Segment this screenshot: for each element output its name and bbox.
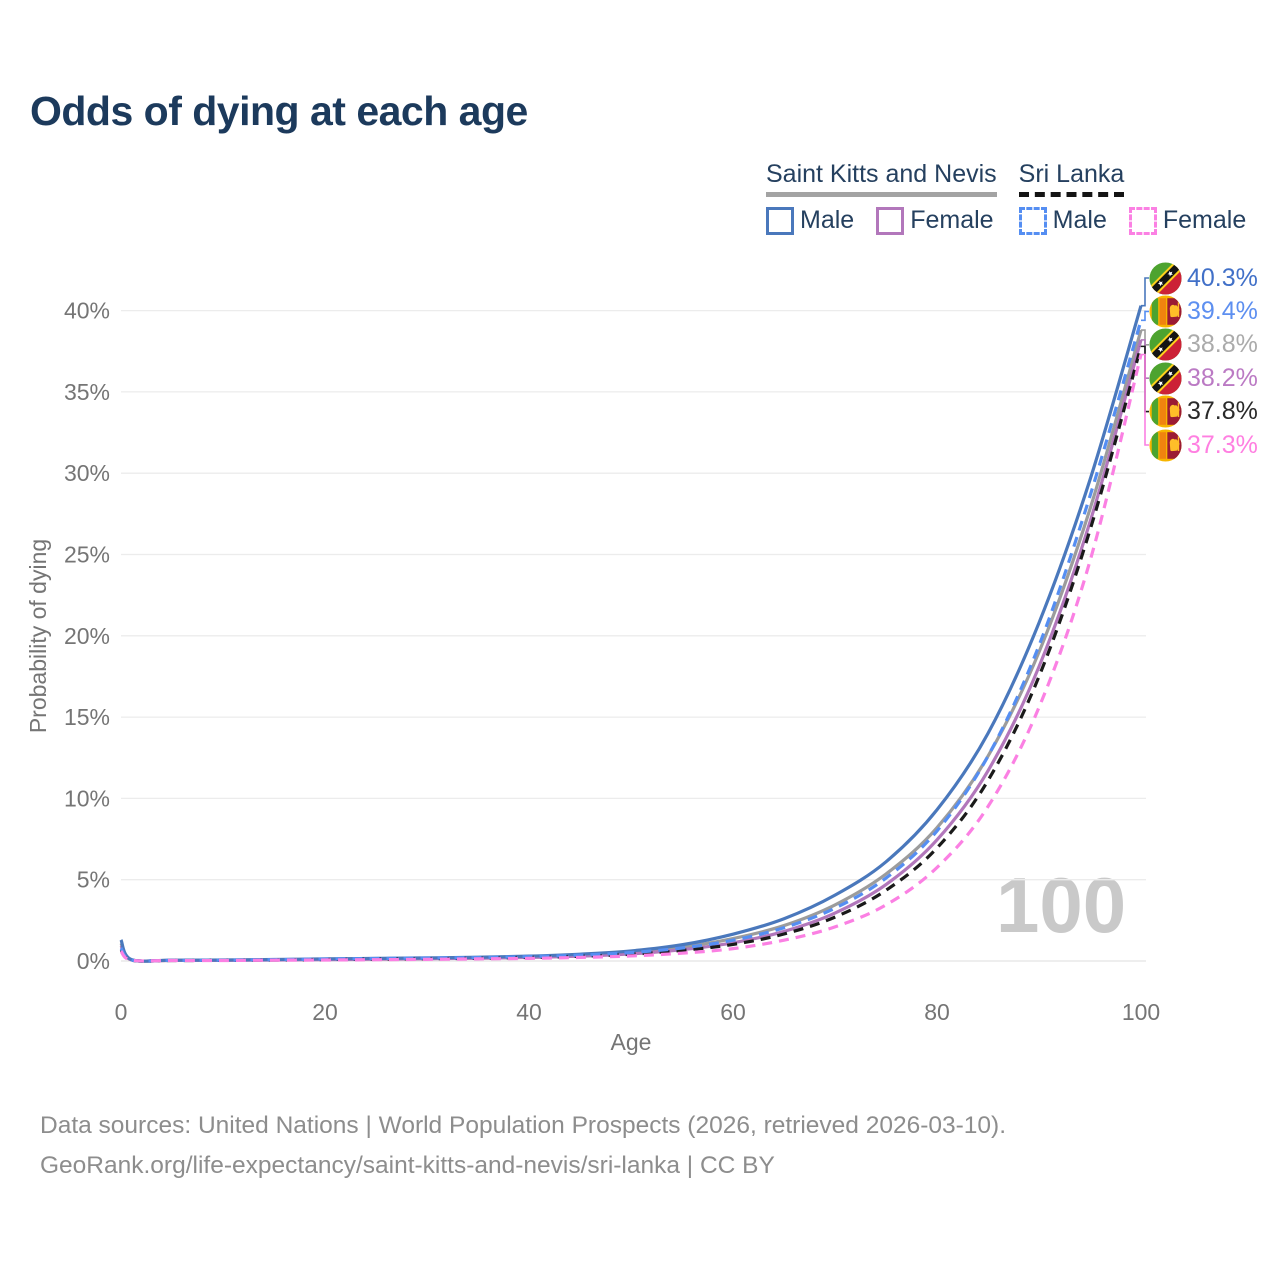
end-value-label: 38.2% (1187, 363, 1258, 392)
y-axis-title: Probability of dying (25, 539, 51, 733)
y-tick-label: 25% (64, 542, 110, 568)
footer-attribution: GeoRank.org/life-expectancy/saint-kitts-… (40, 1152, 775, 1180)
end-label-row: 38.2% (1149, 361, 1258, 395)
end-label-row: 37.8% (1149, 395, 1258, 429)
legend-item-sri-lanka-female[interactable]: Female (1128, 206, 1247, 235)
end-label-row: 39.4% (1149, 294, 1258, 328)
legend-item-label: Male (800, 206, 855, 234)
legend-item-saint-kitts-and-nevis-female[interactable]: Female (876, 206, 994, 235)
end-value-label: 37.8% (1187, 397, 1258, 426)
flag-sri-lanka-icon (1149, 295, 1182, 328)
legend-swatch-icon (1018, 206, 1047, 235)
legend-item-saint-kitts-and-nevis-male[interactable]: Male (766, 206, 854, 235)
flag-sri-lanka-icon (1149, 395, 1182, 428)
x-tick-label: 60 (720, 999, 746, 1025)
series-line-lk-female[interactable] (119, 354, 1143, 963)
series-line-kn-female[interactable] (119, 339, 1143, 963)
end-value-label: 37.3% (1187, 430, 1258, 459)
legend-group-saint-kitts-and-nevis: Saint Kitts and Nevis Male Female (766, 160, 997, 235)
age-watermark: 100 (996, 861, 1127, 949)
legend: Saint Kitts and Nevis Male Female Sri Lanka… (766, 160, 1246, 235)
y-tick-label: 35% (64, 379, 110, 405)
series-line-lk-both-sexes[interactable] (119, 345, 1143, 963)
end-label-row: 40.3% (1149, 261, 1258, 295)
end-value-label: 40.3% (1187, 263, 1258, 292)
legend-swatch-icon (766, 206, 794, 235)
legend-country-label[interactable]: Sri Lanka (1018, 160, 1125, 197)
y-tick-label: 10% (64, 785, 110, 811)
end-label-connector (1141, 277, 1149, 307)
series-line-kn-both-sexes[interactable] (119, 329, 1143, 963)
legend-item-label: Male (1052, 206, 1107, 234)
y-tick-label: 30% (64, 460, 110, 486)
x-tick-label: 40 (516, 999, 542, 1025)
chart-title: Odds of dying at each age (30, 88, 528, 134)
end-label-row: 37.3% (1149, 428, 1258, 462)
end-label-connector (1141, 310, 1149, 322)
legend-item-label: Female (910, 206, 994, 234)
y-tick-label: 20% (64, 623, 110, 649)
x-tick-label: 80 (924, 999, 950, 1025)
flag-saint-kitts-and-nevis-icon (1149, 362, 1182, 395)
legend-group-sri-lanka: Sri Lanka Male Female (1018, 160, 1247, 235)
legend-swatch-icon (876, 206, 905, 235)
y-tick-label: 5% (77, 867, 110, 893)
flag-saint-kitts-and-nevis-icon (1149, 261, 1182, 295)
flag-sri-lanka-icon (1149, 428, 1182, 462)
legend-item-label: Female (1162, 206, 1247, 234)
legend-swatch-icon (1128, 206, 1157, 235)
flag-saint-kitts-and-nevis-icon (1149, 328, 1182, 361)
series-line-kn-male[interactable] (119, 305, 1143, 963)
end-value-label: 38.8% (1187, 330, 1258, 359)
end-label-row: 38.8% (1149, 328, 1258, 362)
legend-country-label[interactable]: Saint Kitts and Nevis (766, 160, 997, 197)
y-tick-label: 15% (64, 704, 110, 730)
end-value-label: 39.4% (1187, 296, 1258, 325)
series-line-lk-male[interactable] (119, 319, 1143, 963)
y-tick-label: 40% (64, 298, 110, 324)
x-tick-label: 100 (1122, 999, 1160, 1025)
footer: Data sources: United Nations | World Pop… (40, 1106, 1006, 1187)
end-label-connector (1141, 329, 1149, 346)
x-tick-label: 20 (312, 999, 338, 1025)
end-label-connector (1141, 353, 1149, 446)
x-axis-title: Age (611, 1029, 652, 1055)
footer-data-sources: Data sources: United Nations | World Pop… (40, 1112, 1007, 1139)
y-tick-label: 0% (77, 948, 110, 974)
legend-item-sri-lanka-male[interactable]: Male (1018, 206, 1107, 235)
x-tick-label: 0 (115, 999, 128, 1025)
